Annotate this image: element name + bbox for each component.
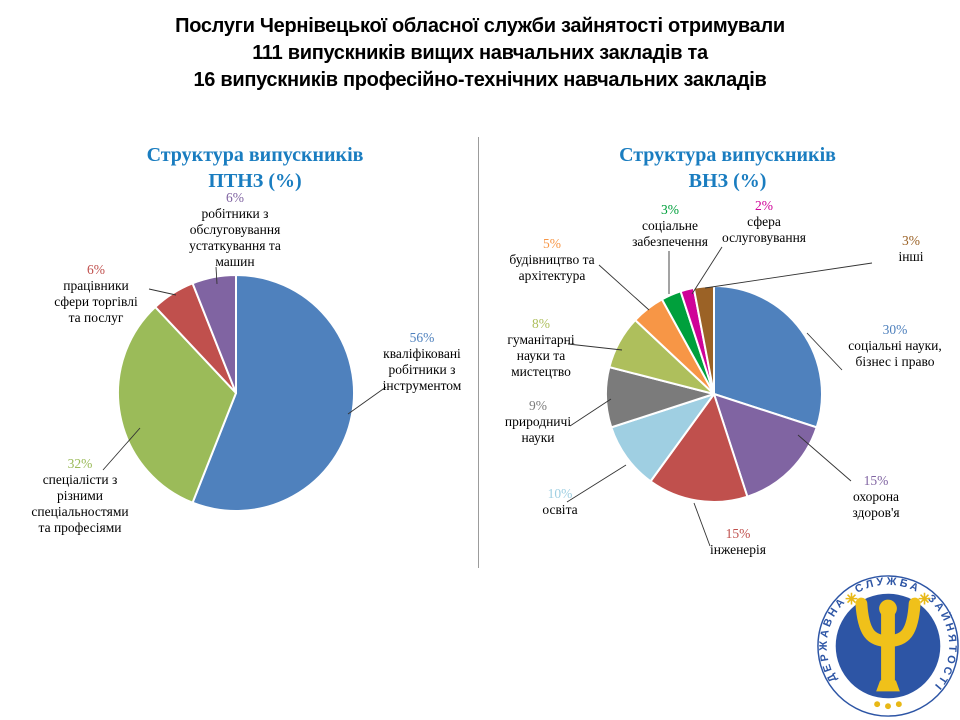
pie-label-pct: 15%	[725, 526, 751, 541]
pie-label-pct: 32%	[67, 456, 93, 471]
pie-label-name: робітники з обслуговування устаткування …	[189, 206, 281, 269]
pie-label-name: працівники сфери торгівлі та послуг	[54, 278, 138, 325]
pie-label-pct: 10%	[547, 486, 573, 501]
leader-line	[567, 343, 623, 351]
leader-line	[693, 502, 711, 547]
pie-label-natural-sciences: 9% природничі науки	[498, 398, 578, 446]
pie-label-name: будівництво та архітектура	[509, 252, 595, 283]
pie-label-pct: 6%	[87, 262, 105, 277]
slide-title-line2: 111 випускників вищих навчальних закладі…	[252, 42, 708, 64]
pie-label-pct: 15%	[863, 473, 889, 488]
leader-line	[797, 434, 852, 482]
pie-label-name: природничі науки	[504, 414, 572, 445]
pie-label-name: сфера ослуговування	[721, 214, 807, 245]
pie-slice	[116, 305, 237, 504]
right-chart-title-line1: Структура випускників	[619, 144, 836, 166]
pie-ptnz	[116, 274, 355, 512]
pie-label-humanities: 8% гуманітарні науки та мистецтво	[500, 316, 582, 380]
pie-label-services: 2% сфера ослуговування	[716, 198, 812, 246]
pie-label-machines: 6% робітники з обслуговування устаткуван…	[175, 190, 295, 270]
leader-line	[566, 464, 627, 503]
left-chart-title-line2: ПТНЗ (%)	[208, 170, 302, 192]
pie-label-pct: 3%	[661, 202, 679, 217]
logo-bottom-ornament-icon	[874, 701, 902, 710]
right-chart-title: Структура випускників ВНЗ (%)	[560, 142, 895, 194]
pie-label-name: освіта	[542, 502, 578, 517]
pie-slice	[191, 274, 355, 512]
pie-label-name: спеціалісти з різними спеціальностями та…	[31, 472, 129, 535]
left-chart-title: Структура випускників ПТНЗ (%)	[100, 142, 410, 194]
pie-label-name: соціальне забезпечення	[632, 218, 708, 249]
leader-line	[148, 288, 177, 296]
pie-label-education: 10% освіта	[528, 486, 592, 518]
pie-label-pct: 2%	[755, 198, 773, 213]
pie-label-social-security: 3% соціальне забезпечення	[614, 202, 726, 250]
pie-label-pct: 30%	[882, 322, 908, 337]
vertical-divider	[478, 137, 479, 568]
pie-slice	[191, 274, 237, 394]
pie-label-pct: 6%	[226, 190, 244, 205]
pie-label-social-sciences: 30% соціальні науки, бізнес і право	[847, 322, 943, 370]
leader-line	[102, 427, 141, 471]
pie-label-pct: 9%	[529, 398, 547, 413]
pie-label-name: соціальні науки, бізнес і право	[848, 338, 942, 369]
left-chart-title-line1: Структура випускників	[146, 144, 364, 166]
pie-vnz	[605, 284, 823, 503]
pie-label-pct: 8%	[532, 316, 550, 331]
leader-line	[598, 264, 650, 311]
right-chart-title-line2: ВНЗ (%)	[688, 170, 767, 192]
leader-line	[704, 262, 873, 289]
pie-slice	[692, 284, 715, 395]
logo-person-figure	[855, 597, 921, 692]
leader-line	[569, 398, 612, 427]
slide-title: Послуги Чернівецької обласної служби зай…	[0, 13, 960, 94]
pie-label-name: інші	[898, 249, 924, 264]
pie-label-qualified-workers: 56% кваліфіковані робітники з інструмент…	[376, 330, 468, 394]
leader-line	[806, 332, 843, 371]
pie-label-name: кваліфіковані робітники з інструментом	[382, 346, 462, 393]
leader-line	[691, 246, 723, 295]
pie-label-name: охорона здоров'я	[852, 489, 900, 520]
logo-ornament-icon	[845, 592, 931, 605]
leader-line	[347, 386, 387, 415]
slide-title-line3: 16 випускників професійно-технічних навч…	[193, 69, 767, 91]
pie-label-other: 3% інші	[882, 233, 940, 265]
pie-label-trade: 6% працівники сфери торгівлі та послуг	[50, 262, 142, 326]
pie-label-pct: 3%	[902, 233, 920, 248]
pie-label-engineering: 15% інженерія	[698, 526, 778, 558]
pie-label-healthcare: 15% охорона здоров'я	[833, 473, 919, 521]
slide-title-line1: Послуги Чернівецької обласної служби зай…	[175, 15, 785, 37]
pie-label-name: інженерія	[709, 542, 767, 557]
pie-label-specialists: 32% спеціалісти з різними спеціальностям…	[25, 456, 135, 536]
pie-label-pct: 5%	[543, 236, 561, 251]
pie-label-construction: 5% будівництво та архітектура	[502, 236, 602, 284]
pie-label-pct: 56%	[409, 330, 435, 345]
pie-slice	[649, 393, 749, 503]
employment-service-logo: ДЕРЖАВНА СЛУЖБА ЗАЙНЯТОСТІ	[817, 575, 959, 717]
pie-slice	[713, 285, 823, 429]
pie-label-name: гуманітарні науки та мистецтво	[507, 332, 575, 379]
leader-line	[215, 266, 218, 285]
